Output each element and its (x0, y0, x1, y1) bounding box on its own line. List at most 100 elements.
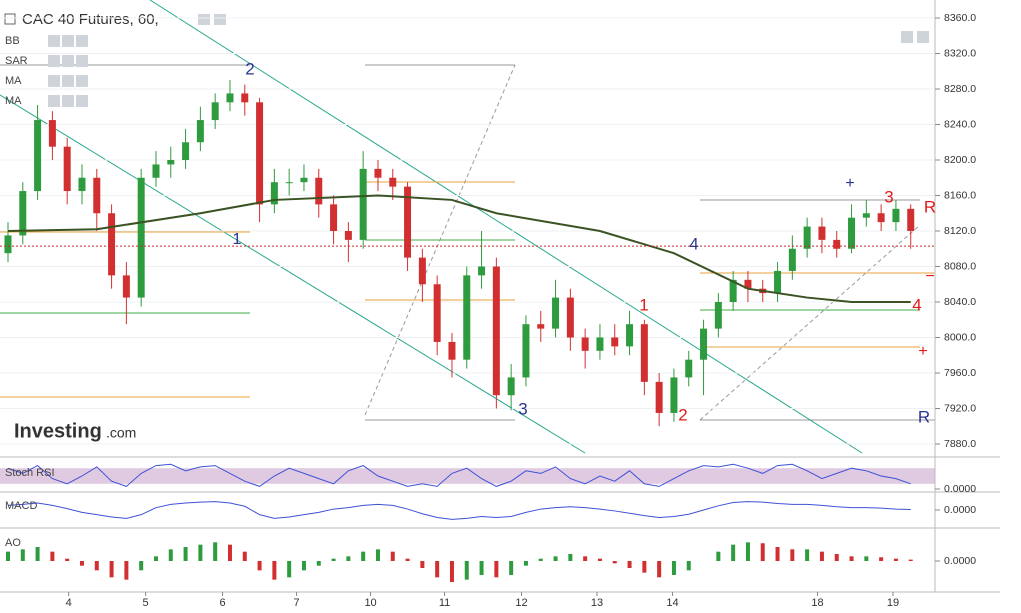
bar (79, 561, 84, 566)
annotation: R (918, 407, 930, 426)
bar (583, 556, 588, 561)
candle-body (330, 204, 338, 231)
candle-body (848, 217, 856, 249)
y-tick-label: 7880.0 (944, 438, 976, 450)
annotation: 4 (912, 295, 921, 314)
candle-body (566, 297, 574, 338)
bar (94, 561, 99, 571)
indicator-icon[interactable] (76, 75, 88, 87)
watermark: Investing (14, 420, 102, 442)
bar (124, 561, 129, 580)
bar (301, 561, 306, 571)
candle-body (537, 324, 545, 329)
annotation: 3 (884, 187, 893, 206)
bar (20, 549, 25, 561)
annotation: 4 (689, 234, 698, 253)
candle-body (685, 359, 693, 378)
candle-body (108, 213, 116, 276)
candle-body (270, 182, 278, 205)
bar (213, 542, 218, 561)
bar (227, 544, 232, 561)
candle-body (774, 270, 782, 294)
settings-icon[interactable] (214, 14, 226, 25)
bar (568, 554, 573, 561)
annotation: 2 (245, 59, 254, 78)
y-tick-label: 0.0000 (944, 504, 976, 516)
bar (50, 551, 55, 561)
bar (553, 556, 558, 561)
bar (257, 561, 262, 571)
candle-body (877, 213, 885, 223)
indicator-icon[interactable] (62, 95, 74, 107)
bar (449, 561, 454, 582)
candle-body (374, 168, 382, 178)
line-series (7, 194, 911, 303)
pane-icon[interactable] (901, 31, 913, 43)
x-tick-label: 18 (811, 597, 823, 609)
indicator-icon[interactable] (62, 55, 74, 67)
bar (642, 561, 647, 573)
candle-body (182, 142, 190, 160)
x-tick-label: 19 (887, 597, 899, 609)
annotation: + (845, 175, 854, 192)
bar (731, 544, 736, 561)
candle-body (418, 257, 426, 285)
candle-body (256, 102, 264, 205)
indicator-icon[interactable] (62, 35, 74, 47)
bar (464, 561, 469, 580)
y-tick-label: 8040.0 (944, 296, 976, 308)
candle-body (4, 235, 12, 254)
candle-body (404, 186, 412, 258)
bar (420, 561, 425, 568)
annotation: + (918, 343, 927, 360)
candle-body (34, 120, 42, 192)
annotation: 3 (518, 399, 527, 418)
candle-body (492, 266, 500, 396)
y-tick-label: 0.0000 (944, 555, 976, 567)
collapse-icon[interactable] (4, 13, 16, 25)
candle-body (892, 208, 900, 223)
indicator-icon[interactable] (48, 35, 60, 47)
candle-body (389, 177, 397, 187)
bar (435, 561, 440, 578)
y-tick-label: 8200.0 (944, 154, 976, 166)
bar (390, 551, 395, 561)
indicator-icon[interactable] (76, 95, 88, 107)
y-tick-label: 7920.0 (944, 402, 976, 414)
bar (760, 543, 765, 561)
watermark: .com (106, 425, 136, 441)
indicator-icon[interactable] (48, 95, 60, 107)
candle-body (359, 168, 367, 240)
bar (745, 542, 750, 561)
bar (346, 556, 351, 561)
bar (287, 561, 292, 578)
indicator-icon[interactable] (48, 55, 60, 67)
candle-body (522, 324, 530, 378)
annotation: 1 (639, 295, 648, 314)
candle-body (478, 266, 486, 276)
pane-icon[interactable] (917, 31, 929, 43)
bar (65, 558, 70, 561)
bar (893, 558, 898, 561)
indicator-icon[interactable] (76, 55, 88, 67)
indicator-icon[interactable] (76, 35, 88, 47)
channel-line (149, 0, 863, 454)
candle-body (596, 337, 604, 351)
candle-body (93, 177, 101, 214)
indicator-icon[interactable] (48, 75, 60, 87)
candle-body (241, 93, 249, 103)
bar (849, 556, 854, 561)
candle-body (862, 213, 870, 218)
candle-body (196, 120, 204, 143)
bar (612, 561, 617, 564)
x-tick-label: 4 (66, 597, 72, 609)
candle-body (63, 146, 71, 192)
bar (375, 549, 380, 561)
chart-title: CAC 40 Futures, 60, (22, 11, 159, 28)
indicator-icon[interactable] (62, 75, 74, 87)
y-tick-label: 8360.0 (944, 12, 976, 24)
candle-body (670, 377, 678, 413)
settings-icon[interactable] (198, 14, 210, 25)
bar (242, 551, 247, 561)
bar (479, 561, 484, 575)
